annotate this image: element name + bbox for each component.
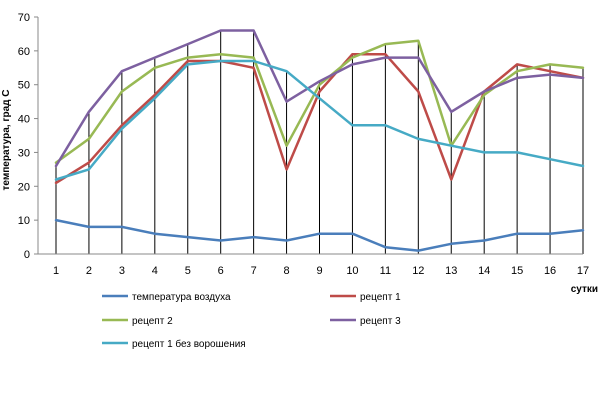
legend-label: температура воздуха (132, 292, 231, 303)
legend: температура воздуха рецепт 1 рецепт 2 рецеп… (102, 292, 401, 350)
x-tick-label: 13 (445, 265, 457, 277)
y-tick-label: 60 (18, 46, 30, 58)
y-tick-label: 20 (18, 181, 30, 193)
y-axis-title: температура, град С (1, 90, 12, 191)
x-tick-label: 10 (346, 265, 358, 277)
x-tick-label: 12 (412, 265, 424, 277)
y-tick-label: 30 (18, 147, 30, 159)
y-tick-label: 10 (18, 215, 30, 227)
x-tick-labels: 1 2 3 4 5 6 7 8 9 10 11 12 13 14 15 16 17 (53, 265, 589, 277)
drop-lines (55, 30, 584, 254)
series-lines (54, 29, 585, 252)
x-tick-label: 9 (316, 265, 322, 277)
y-tick-label: 70 (18, 12, 30, 24)
series-line-4 (54, 29, 585, 168)
x-tick-label: 17 (577, 265, 589, 277)
x-tick-label: 1 (53, 265, 59, 277)
legend-label: рецепт 3 (360, 316, 401, 327)
x-tick-label: 2 (86, 265, 92, 277)
x-tick-label: 4 (152, 265, 158, 277)
y-tick-label: 0 (24, 249, 30, 261)
y-tick-labels: 0 10 20 30 40 50 60 70 (18, 12, 30, 261)
series-line-5 (54, 59, 585, 181)
legend-label: рецепт 1 (360, 292, 401, 303)
series-line-1 (54, 218, 585, 252)
x-tick-label: 8 (284, 265, 290, 277)
x-tick-label: 15 (511, 265, 523, 277)
legend-label: рецепт 1 без ворошения (132, 338, 246, 350)
series-line-2 (54, 52, 585, 185)
x-tick-label: 5 (185, 265, 191, 277)
y-tick-label: 50 (18, 80, 30, 92)
x-tick-label: 6 (218, 265, 224, 277)
x-axis-title: сутки (571, 284, 598, 295)
x-tick-label: 16 (544, 265, 556, 277)
legend-label: рецепт 2 (132, 316, 173, 327)
x-tick-label: 14 (478, 265, 490, 277)
x-tick-label: 7 (251, 265, 257, 277)
y-tick-label: 40 (18, 114, 30, 126)
x-tick-label: 3 (119, 265, 125, 277)
x-tick-label: 11 (380, 265, 391, 277)
axes (34, 16, 583, 255)
